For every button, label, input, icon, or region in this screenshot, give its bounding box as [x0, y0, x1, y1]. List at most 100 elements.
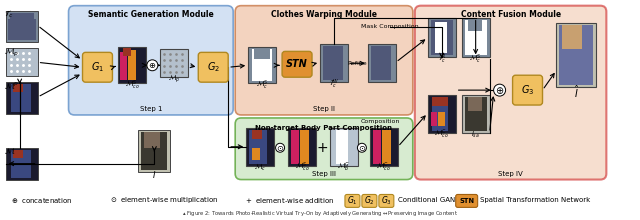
- Text: Refine: Refine: [347, 61, 367, 66]
- Text: $\mathcal{M}$: $\mathcal{M}$: [4, 146, 15, 156]
- Bar: [368, 44, 396, 82]
- Text: $G_1$: $G_1$: [347, 195, 358, 207]
- Bar: [11, 84, 31, 112]
- Text: $+$: $+$: [316, 141, 328, 155]
- Bar: [129, 50, 136, 80]
- Text: $\mathcal{M}^p$: $\mathcal{M}^p$: [4, 80, 19, 91]
- FancyBboxPatch shape: [235, 118, 413, 180]
- Bar: [465, 97, 486, 131]
- Bar: [246, 128, 274, 166]
- Text: STN: STN: [286, 59, 308, 69]
- Bar: [559, 25, 593, 85]
- Bar: [465, 20, 486, 55]
- FancyBboxPatch shape: [198, 52, 228, 82]
- Text: $\mathcal{M}_p$: $\mathcal{M}_p$: [4, 46, 19, 59]
- Text: STN: STN: [459, 198, 474, 204]
- Text: $\odot$: $\odot$: [276, 144, 284, 152]
- Bar: [248, 47, 276, 83]
- Bar: [431, 20, 452, 55]
- Bar: [438, 112, 445, 126]
- Text: $\odot$  element-wise multiplication: $\odot$ element-wise multiplication: [111, 195, 220, 205]
- Text: Step III: Step III: [312, 170, 336, 177]
- Text: $\oplus$: $\oplus$: [495, 85, 504, 96]
- Text: Step 1: Step 1: [140, 106, 162, 112]
- Bar: [461, 18, 490, 57]
- Bar: [432, 97, 448, 106]
- Bar: [138, 130, 170, 172]
- Bar: [300, 130, 309, 164]
- Bar: [323, 46, 343, 80]
- Text: $\mathcal{M}^C_{co}$: $\mathcal{M}^C_{co}$: [376, 161, 391, 174]
- Text: Step IV: Step IV: [498, 170, 523, 177]
- Text: Mask Composition: Mask Composition: [361, 24, 419, 29]
- FancyBboxPatch shape: [345, 194, 360, 207]
- Bar: [11, 150, 31, 178]
- Bar: [118, 47, 147, 83]
- Text: $\odot$: $\odot$: [358, 144, 366, 152]
- Text: $\mathcal{M}^C_{co}$: $\mathcal{M}^C_{co}$: [435, 128, 449, 141]
- FancyBboxPatch shape: [282, 51, 312, 77]
- Bar: [249, 130, 267, 164]
- Bar: [432, 97, 448, 131]
- Text: Spatial Transformation Network: Spatial Transformation Network: [479, 197, 590, 204]
- Circle shape: [493, 84, 506, 96]
- Text: Clothes Warping Module: Clothes Warping Module: [271, 10, 377, 19]
- FancyBboxPatch shape: [379, 194, 394, 207]
- Bar: [557, 23, 596, 87]
- Text: $\blacktriangle$ Figure 2: Towards Photo-Realistic Virtual Try-On by Adaptively : $\blacktriangle$ Figure 2: Towards Photo…: [182, 209, 458, 218]
- Text: $G_3$: $G_3$: [381, 195, 392, 207]
- Bar: [336, 130, 348, 164]
- Text: $\mathcal{M}^S_c$: $\mathcal{M}^S_c$: [469, 53, 482, 66]
- Text: $G_1$: $G_1$: [91, 60, 104, 74]
- Text: $\oplus$: $\oplus$: [148, 61, 157, 70]
- Circle shape: [357, 143, 366, 152]
- Text: $\mathcal{T}_c$: $\mathcal{T}_c$: [4, 9, 13, 20]
- Bar: [563, 25, 582, 49]
- Bar: [10, 13, 34, 20]
- FancyBboxPatch shape: [235, 6, 413, 115]
- Bar: [428, 95, 456, 133]
- Bar: [145, 132, 161, 148]
- Bar: [254, 49, 270, 59]
- Text: $G_2$: $G_2$: [207, 60, 220, 74]
- Text: $\mathcal{M}^S_{co}$: $\mathcal{M}^S_{co}$: [125, 79, 140, 92]
- Bar: [373, 130, 381, 164]
- Text: $\mathcal{M}_c$: $\mathcal{M}_c$: [254, 162, 266, 173]
- FancyBboxPatch shape: [68, 6, 233, 115]
- Text: Semantic Generation Module: Semantic Generation Module: [88, 10, 214, 19]
- Bar: [124, 48, 131, 56]
- Bar: [291, 130, 299, 164]
- Bar: [141, 132, 167, 170]
- Bar: [252, 49, 272, 81]
- Bar: [8, 18, 36, 40]
- Bar: [382, 130, 391, 164]
- Text: $\mathcal{T}^W_c$: $\mathcal{T}^W_c$: [329, 77, 339, 91]
- Bar: [468, 97, 482, 111]
- Bar: [428, 18, 456, 57]
- Bar: [13, 150, 22, 158]
- Text: Composition: Composition: [360, 119, 399, 125]
- Bar: [431, 112, 436, 126]
- Text: $\hat{I}$: $\hat{I}$: [573, 84, 579, 100]
- Text: $G_3$: $G_3$: [521, 83, 534, 97]
- Bar: [252, 148, 260, 160]
- Text: $I_{sa}$: $I_{sa}$: [471, 130, 480, 140]
- Text: $\mathcal{M}^S_c$: $\mathcal{M}^S_c$: [256, 79, 268, 92]
- Bar: [435, 22, 447, 53]
- Bar: [320, 44, 348, 82]
- Bar: [161, 49, 188, 77]
- Text: $+$  element-wise addition: $+$ element-wise addition: [245, 196, 335, 205]
- Bar: [330, 128, 358, 166]
- Text: $\mathcal{M}^G_b$: $\mathcal{M}^G_b$: [337, 161, 351, 174]
- Bar: [120, 52, 127, 80]
- Bar: [6, 48, 38, 76]
- Bar: [252, 130, 262, 139]
- Text: $I$: $I$: [152, 169, 157, 180]
- FancyBboxPatch shape: [415, 6, 606, 180]
- Text: Conditional GAN: Conditional GAN: [398, 197, 455, 204]
- Bar: [371, 46, 391, 80]
- Circle shape: [276, 143, 285, 152]
- Bar: [6, 148, 38, 180]
- Text: $\mathcal{M}^S_{co}$: $\mathcal{M}^S_{co}$: [294, 161, 310, 174]
- FancyBboxPatch shape: [456, 194, 477, 207]
